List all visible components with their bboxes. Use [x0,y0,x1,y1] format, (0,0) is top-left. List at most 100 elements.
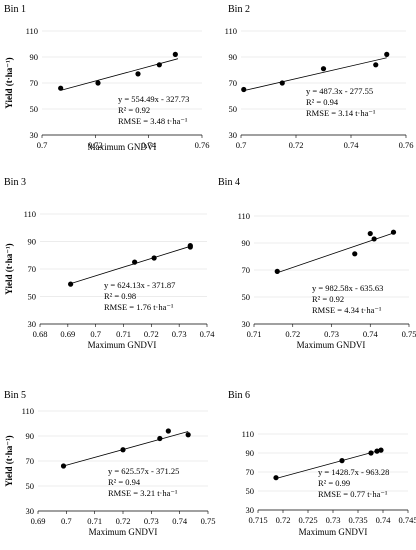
bin-1-r2: R² = 0.92 [118,105,150,115]
bin-5-xtick-label: 0.75 [201,516,216,526]
bin-4-rmse: RMSE = 4.34 t·ha⁻¹ [312,305,382,315]
bin-6-data-point [339,458,345,464]
bin-5-ytick-label: 70 [26,456,35,466]
bin-3-xtick-label: 0.72 [144,329,159,339]
bin-4-data-point [367,230,373,237]
bin-1-equation: y = 554.49x - 327.73 [118,94,189,104]
bin-2-data-point [320,66,327,72]
bin-4-data-point [371,236,377,242]
bin-4-xtick-label: 0.74 [363,329,379,339]
bin-4-ytick-label: 70 [242,265,251,275]
bin-5-data-point [120,447,126,453]
bin-6-title: Bin 6 [228,390,250,401]
bin-2-data-point [241,86,247,93]
bin-1-title: Bin 1 [4,4,26,15]
bin-5-xtick-label: 0.72 [116,516,131,526]
bin-2-ytick-label: 110 [225,26,237,36]
bin-1-ytick-label: 110 [26,26,38,36]
bin-3-ytick-label: 50 [28,292,37,302]
bin-6-r2: R² = 0.99 [318,478,350,488]
bin-5-xtick-label: 0.71 [87,516,102,526]
bin-1-ytick-label: 70 [30,78,39,88]
bin-5-y-axis-label: Yield (t·ha⁻¹) [4,435,14,486]
bin-2-xtick-label: 0.76 [399,140,414,150]
bin-1-xtick-label: 0.74 [141,140,157,150]
bin-6-data-point [374,448,380,454]
bin-2-xtick-label: 0.7 [236,140,247,150]
bin-2-title: Bin 2 [228,4,250,15]
bin-2-xtick-label: 0.72 [289,140,304,150]
bin-1-rmse: RMSE = 3.48 t·ha⁻¹ [118,116,188,126]
bin-1-y-axis-label: Yield (t·ha⁻¹) [4,57,14,108]
bin-1-data-point [58,85,64,91]
bin-5-equation: y = 625.57x - 371.25 [108,466,179,476]
bin-3-xtick-label: 0.71 [116,329,131,339]
bin-3-rmse: RMSE = 1.76 t·ha⁻¹ [104,302,174,312]
bin-6-xtick-label: 0.725 [298,515,317,525]
bin-3-ytick-label: 30 [28,319,37,329]
bin-4-xtick-label: 0.75 [402,329,416,339]
bin-5-trendline [63,431,189,467]
bin-6-xtick-label: 0.72 [276,515,291,525]
bin-6-ytick-label: 30 [246,505,255,515]
bin-3-data-point [187,243,193,249]
bin-5-data-point [60,463,67,469]
bin-2-ytick-label: 50 [229,104,238,114]
bin-3-r2: R² = 0.98 [104,291,136,301]
bin-5-r2: R² = 0.94 [108,477,141,487]
bin-2-data-point [384,51,390,58]
bin-2-trendline [243,57,387,92]
bin-1-ytick-label: 90 [30,52,39,62]
bin-3-xtick-label: 0.7 [90,329,101,339]
bin-4-data-point [352,251,358,257]
bin-3-x-axis-label: Maximum GNDVI [88,340,157,350]
bin-3-y-axis-label: Yield (t·ha⁻¹) [4,243,14,294]
bin-6-data-point [368,450,374,456]
bin-1-xtick-label: 0.72 [88,140,103,150]
bin-5-ytick-label: 30 [26,506,35,516]
bin-6-data-point [378,447,384,453]
bin-3-trendline [70,245,191,284]
bin-3-xtick-label: 0.69 [60,329,75,339]
bin-5-ytick-label: 50 [26,481,35,491]
bin-2-data-point [279,80,285,86]
bin-3-data-point [68,281,74,287]
bin-2-ytick-label: 90 [229,52,238,62]
bin-4-data-point [390,229,397,235]
bin-5-title: Bin 5 [4,390,26,401]
bin-3-ytick-label: 90 [28,237,37,247]
bin-6-xtick-label: 0.735 [348,515,367,525]
bin-6-ytick-label: 50 [246,486,255,496]
bin-4-xtick-label: 0.73 [324,329,339,339]
bin-6-ytick-label: 70 [246,467,255,477]
bin-1-xtick-label: 0.7 [37,140,48,150]
bin-6-equation: y = 1428.7x - 963.28 [318,467,389,477]
bin-4-x-axis-label: Maximum GNDVI [297,340,366,350]
bin-2-rmse: RMSE = 3.14 t·ha⁻¹ [306,108,376,118]
bin-5-x-axis-label: Maximum GNDVI [89,527,158,537]
bin-3-ytick-label: 110 [24,209,36,219]
bin-6-xtick-label: 0.715 [248,515,267,525]
bin-6-ytick-label: 110 [242,429,254,439]
bin-1-x-axis-label: Maximum GNDVI [88,142,157,152]
bin-1-ytick-label: 50 [30,104,39,114]
bin-6-data-point [273,475,279,481]
bin-1-data-point [135,71,141,77]
bin-4-ytick-label: 50 [242,292,251,302]
bin-1-xtick-label: 0.76 [195,140,210,150]
bin-3-ytick-label: 70 [28,264,37,274]
bin-3-title: Bin 3 [4,177,26,188]
bin-5-rmse: RMSE = 3.21 t·ha⁻¹ [108,488,178,498]
bin-1-ytick-label: 30 [30,130,39,140]
bin-5-xtick-label: 0.74 [172,516,188,526]
bin-4-ytick-label: 90 [242,238,251,248]
bin-6-xtick-label: 0.745 [398,515,416,525]
bin-6-ytick-label: 90 [246,448,255,458]
bin-3-equation: y = 624.13x - 371.87 [104,280,175,290]
bin-1-data-point [172,51,178,58]
bin-6-trendline [275,449,382,479]
bin-6-xtick-label: 0.73 [326,515,341,525]
bin-1-data-point [156,62,162,68]
bin-3-data-point [132,259,138,265]
